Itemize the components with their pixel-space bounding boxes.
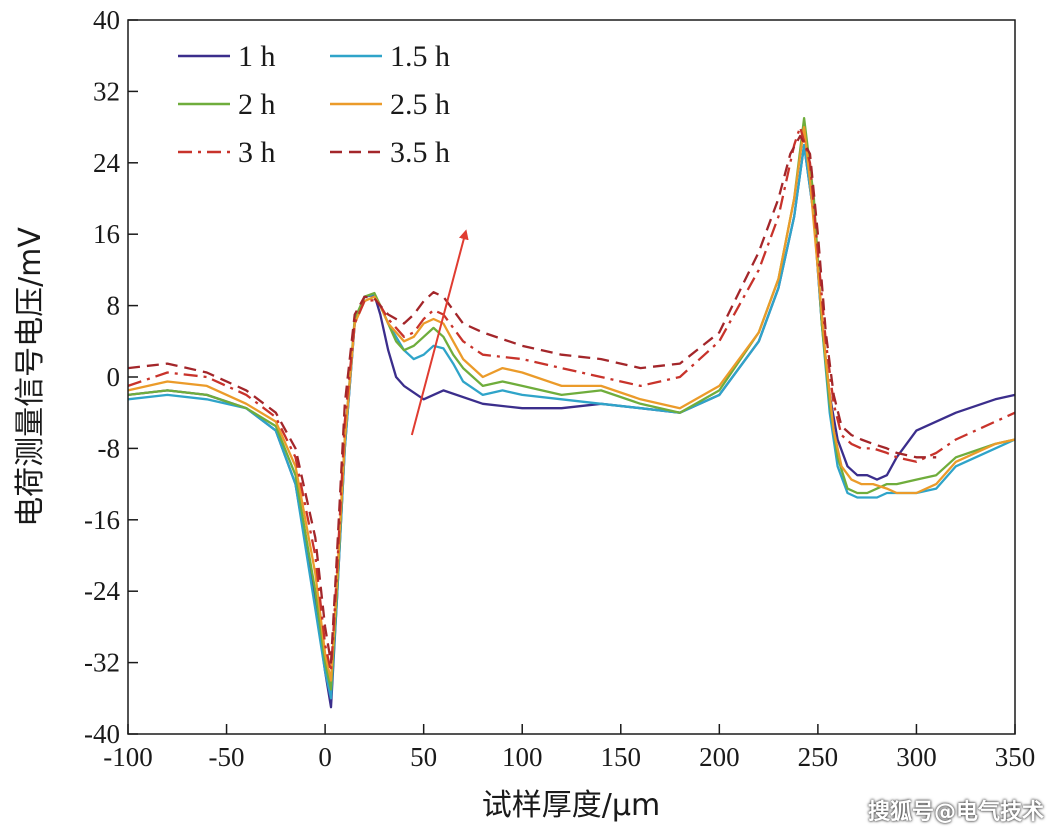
series-line-5 xyxy=(127,134,937,664)
legend-item: 3.5 h xyxy=(330,136,450,169)
x-tick-label: -100 xyxy=(103,742,153,772)
legend-label: 2.5 h xyxy=(390,88,450,121)
legend-label: 1 h xyxy=(238,40,276,73)
y-tick-label: -24 xyxy=(84,576,120,606)
x-tick-label: 300 xyxy=(896,742,937,772)
legend-label: 3 h xyxy=(238,136,276,169)
legend-label: 2 h xyxy=(238,88,276,121)
y-tick-label: -16 xyxy=(84,505,120,535)
y-axis-title: 电荷测量信号电压/mV xyxy=(13,227,48,527)
legend: 1 h 1.5 h 2 h 2.5 h 3 h 3.5 h xyxy=(178,40,450,169)
x-tick-label: 50 xyxy=(410,742,437,772)
y-tick-label: 40 xyxy=(93,5,120,35)
x-tick-label: 350 xyxy=(995,742,1036,772)
y-tick-label: -32 xyxy=(84,648,120,678)
legend-item: 1 h xyxy=(178,40,276,73)
y-tick-label: 8 xyxy=(107,291,121,321)
legend-label: 3.5 h xyxy=(390,136,450,169)
series-line-0 xyxy=(127,143,1016,709)
y-tick-label: 32 xyxy=(93,76,120,106)
series-group xyxy=(127,117,1016,709)
legend-item: 3 h xyxy=(178,136,276,169)
annotations xyxy=(410,229,469,436)
axis-ticks: -100 -50 0 50 100 150 200 250 300 350 -40 -32 -24 -16… xyxy=(84,5,1035,772)
x-tick-label: 200 xyxy=(699,742,740,772)
series-line-2 xyxy=(127,117,1016,691)
watermark: 搜狐号@电气技术 xyxy=(867,800,1044,825)
legend-item: 2 h xyxy=(178,88,276,121)
y-tick-label: -8 xyxy=(98,433,121,463)
legend-label: 1.5 h xyxy=(390,40,450,73)
x-tick-label: 250 xyxy=(798,742,839,772)
series-line-1 xyxy=(127,143,1016,700)
y-tick-label: 24 xyxy=(93,148,121,178)
x-tick-label: 100 xyxy=(502,742,543,772)
x-axis-title: 试样厚度/μm xyxy=(482,788,660,823)
x-tick-label: 150 xyxy=(601,742,642,772)
x-tick-label: 0 xyxy=(318,742,332,772)
y-tick-label: 16 xyxy=(93,219,120,249)
y-tick-label: -40 xyxy=(84,719,120,749)
plot-frame xyxy=(127,19,1016,735)
y-tick-label: 0 xyxy=(107,362,121,392)
trend-arrow xyxy=(410,229,469,436)
legend-item: 1.5 h xyxy=(330,40,450,73)
series-line-3 xyxy=(127,125,1016,682)
x-tick-label: -50 xyxy=(209,742,245,772)
legend-item: 2.5 h xyxy=(330,88,450,121)
